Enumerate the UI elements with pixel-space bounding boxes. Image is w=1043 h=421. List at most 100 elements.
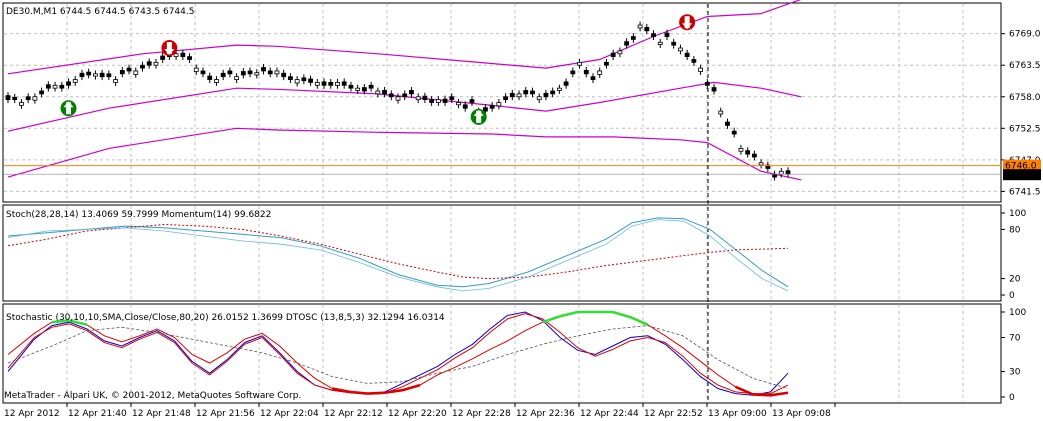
x-tick-label: 12 Apr 22:04 [260,409,319,419]
candle [543,92,549,98]
stoch-momentum-lines [7,217,789,292]
candle [348,84,354,89]
envelope-middle [7,81,802,132]
candle [355,87,361,91]
candle [160,55,166,60]
envelope-bands [7,0,802,181]
panel-frame-0 [2,2,1002,203]
x-tick-label: 12 Apr 22:36 [516,409,575,419]
x-tick-label: 12 Apr 21:48 [132,409,191,419]
arrow-up-icon [60,100,77,117]
candle [126,67,132,72]
candle [119,69,125,75]
candlesticks[interactable] [5,21,791,181]
candle [610,52,616,58]
candle [725,121,730,126]
panel-frame-2 [2,303,1002,404]
series-line [7,313,789,395]
series-line [7,311,789,396]
candle [711,87,717,92]
candle [207,75,213,80]
candle [509,92,515,98]
envelope-upper [7,0,802,75]
candle [146,61,152,66]
candle [39,90,45,95]
x-tick-label: 12 Apr 21:40 [68,409,127,419]
candle [731,130,737,135]
candle [785,170,791,175]
candle [758,162,764,166]
candle [691,59,697,63]
candle [637,24,643,29]
signal-arrows [60,14,696,125]
candle [657,41,663,45]
candle [751,153,757,158]
signal-highlight [332,387,351,394]
y-tick-label: 20 [1009,275,1021,285]
candle [456,102,461,106]
candle [106,73,112,78]
series-line [7,217,789,288]
arrow-head [682,23,693,30]
candle [402,93,408,98]
price-line-label: 6746.0 [1005,162,1037,172]
candle [93,73,98,77]
candle [200,70,206,75]
candle [671,41,677,46]
candle [382,90,387,95]
candle [153,61,159,66]
candle [415,96,421,101]
candle [435,99,441,103]
candle [523,90,529,95]
y-tick-label: 70 [1009,334,1021,344]
candle [52,84,58,89]
candle [530,90,535,95]
candle [375,90,381,95]
signal-highlight [51,319,70,324]
signal-highlight [402,383,421,392]
candle [597,70,603,75]
stochastic-dtosc-lines [7,310,789,397]
candle [220,72,226,78]
y-tick-label: 100 [1009,209,1026,219]
candle [644,26,650,32]
candle [45,84,51,89]
candle [140,64,145,69]
candle [388,93,394,98]
candle [133,70,139,75]
candle [288,76,293,80]
candle [664,32,670,37]
candle [5,95,11,101]
x-tick-label: 13 Apr 09:08 [772,409,831,419]
candle [180,52,186,58]
signal-highlight [734,385,754,396]
candle [496,102,502,107]
candle [308,78,313,83]
candle [684,52,690,58]
candle [72,79,78,83]
candle [294,79,300,84]
envelope-lower [7,127,802,181]
candle [570,70,576,75]
candle [32,96,38,101]
grid-lines [4,4,1000,402]
y-tick-label: 30 [1009,368,1021,378]
candle [12,96,18,101]
main-title: DE30.M,M1 6744.5 6744.5 6743.5 6744.5 [6,7,194,17]
candle [630,36,636,40]
series-line [7,219,789,292]
candle [301,77,307,82]
candle [462,104,468,109]
arrow-down-icon [679,14,696,31]
candle [193,67,199,72]
x-tick-label: 12 Apr 22:44 [580,409,639,419]
y-tick-label: 6763.5 [1009,61,1041,71]
candle [678,47,683,52]
arrow-head [473,109,484,116]
candle [328,82,334,86]
candle [274,70,280,75]
candle [503,96,508,101]
y-tick-label: 80 [1009,225,1021,235]
x-tick-label: 12 Apr 22:28 [452,409,511,419]
